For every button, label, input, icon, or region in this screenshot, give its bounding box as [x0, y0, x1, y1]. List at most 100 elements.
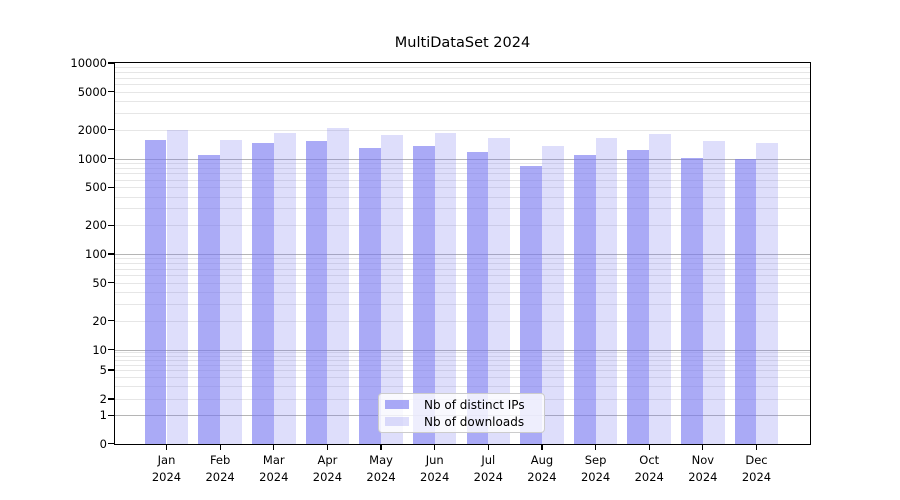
x-tick-mark — [165, 444, 168, 450]
gridline-minor — [115, 258, 810, 260]
x-tick-mark — [594, 444, 597, 450]
gridline-minor — [115, 386, 810, 388]
y-tick-mark — [108, 442, 114, 445]
bar-downloads-oct — [649, 134, 672, 444]
gridline-minor — [115, 173, 810, 175]
gridline-minor — [115, 292, 810, 293]
x-tick-label: Mar 2024 — [259, 452, 289, 485]
gridline-minor — [115, 303, 810, 305]
legend-item-downloads: Nb of downloads — [385, 413, 538, 430]
x-tick-label: Dec 2024 — [741, 452, 772, 485]
axis-spine-bottom — [114, 443, 811, 445]
y-tick-label: 10000 — [70, 56, 107, 70]
x-tick-label: Jul 2024 — [473, 452, 503, 485]
bar-ips-apr — [305, 141, 328, 444]
bar-ips-dec — [734, 158, 757, 444]
bar-ips-may — [359, 147, 382, 444]
bar-downloads-feb — [220, 140, 242, 444]
gridline-minor — [115, 179, 810, 181]
legend: Nb of distinct IPs Nb of downloads — [378, 393, 545, 433]
y-tick-mark — [108, 282, 114, 284]
x-tick-label: Oct 2024 — [634, 452, 664, 485]
bar-ips-jun — [412, 146, 435, 444]
y-tick-mark — [108, 186, 114, 188]
gridline-minor — [115, 208, 810, 210]
bar-downloads-jun — [434, 132, 457, 444]
gridline-minor — [115, 84, 810, 86]
y-tick-label: 20 — [92, 313, 107, 328]
bar-ips-sep — [573, 154, 596, 444]
y-tick-mark — [108, 320, 114, 322]
bar-downloads-may — [381, 135, 403, 444]
gridline-major — [115, 349, 810, 351]
y-tick-label: 0 — [99, 436, 107, 451]
x-tick-label: May 2024 — [366, 452, 396, 485]
gridline-minor — [115, 370, 810, 371]
gridline-minor — [115, 352, 810, 354]
y-tick-mark — [108, 414, 114, 416]
y-tick-label: 50 — [92, 275, 107, 290]
bar-ips-jan — [144, 140, 167, 444]
x-tick-label: Sep 2024 — [580, 452, 611, 485]
bar-downloads-aug — [541, 146, 564, 444]
x-tick-mark — [273, 444, 275, 450]
legend-label-distinct-ips: Nb of distinct IPs — [424, 397, 525, 412]
y-tick-label: 200 — [85, 218, 107, 233]
bar-ips-mar — [251, 143, 274, 444]
x-tick-label: Nov 2024 — [688, 452, 718, 485]
x-tick-mark — [487, 444, 489, 450]
gridline-minor — [115, 187, 810, 189]
gridline-minor — [115, 320, 810, 322]
gridline-minor — [115, 355, 810, 357]
axis-spine-left — [113, 61, 115, 445]
bar-ips-jul — [466, 152, 489, 444]
y-tick-mark — [108, 224, 114, 226]
bar-downloads-dec — [756, 142, 779, 444]
gridline-minor — [115, 129, 810, 131]
gridline-minor — [115, 112, 810, 114]
gridline-minor — [115, 268, 810, 270]
gridline-major — [115, 158, 810, 160]
x-tick-mark — [648, 444, 650, 450]
bar-ips-oct — [627, 149, 650, 444]
y-tick-label: 1 — [99, 408, 107, 423]
bar-downloads-jul — [488, 137, 511, 444]
gridline-minor — [115, 162, 810, 164]
legend-swatch-ips-icon — [385, 400, 409, 409]
gridline-minor — [115, 101, 810, 102]
bar-downloads-mar — [273, 133, 296, 444]
x-tick-label: Feb 2024 — [205, 452, 235, 485]
y-tick-mark — [108, 348, 114, 351]
y-tick-label: 2 — [99, 392, 107, 406]
bar-ips-feb — [198, 154, 221, 444]
bar-downloads-apr — [327, 128, 350, 444]
bar-downloads-nov — [702, 141, 725, 444]
gridline-minor — [115, 225, 810, 227]
x-tick-mark — [219, 444, 221, 450]
gridline-minor — [115, 377, 810, 379]
axis-spine-top — [114, 61, 811, 63]
y-tick-label: 10 — [92, 342, 107, 357]
x-tick-mark — [380, 444, 382, 450]
y-tick-label: 1000 — [77, 151, 107, 166]
y-tick-mark — [108, 62, 114, 64]
bar-ips-aug — [520, 165, 542, 444]
y-tick-label: 500 — [85, 180, 107, 195]
bar-ips-nov — [681, 158, 703, 444]
gridline-minor — [115, 91, 810, 93]
y-tick-label: 2000 — [77, 122, 107, 137]
gridline-minor — [115, 167, 810, 169]
x-tick-label: Jun 2024 — [420, 452, 450, 485]
gridline-minor — [115, 67, 810, 69]
gridline-minor — [115, 275, 810, 277]
x-tick-label: Jan 2024 — [151, 452, 182, 485]
x-tick-mark — [541, 444, 543, 450]
gridline-minor — [115, 364, 810, 366]
bar-downloads-sep — [595, 137, 618, 444]
y-tick-mark — [108, 91, 114, 93]
x-tick-mark — [434, 444, 436, 450]
y-tick-mark — [108, 157, 114, 160]
legend-item-distinct-ips: Nb of distinct IPs — [385, 396, 538, 413]
gridline-minor — [115, 359, 810, 361]
bar-downloads-jan — [166, 129, 189, 444]
